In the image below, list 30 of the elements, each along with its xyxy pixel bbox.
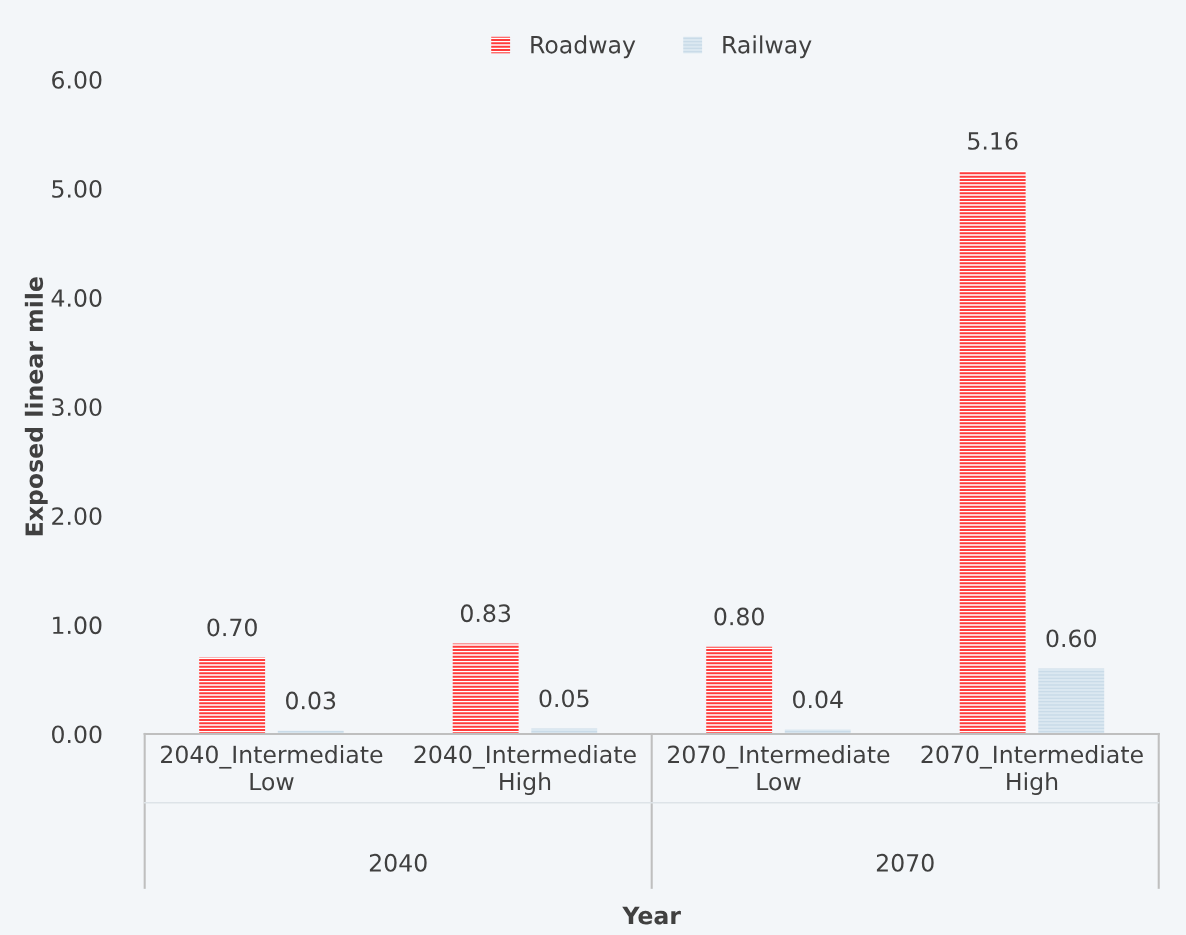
- data-label: 5.16: [968, 132, 1018, 150]
- y-axis-title: Exposed linear mile: [24, 277, 48, 536]
- y-tick-label: 0.00: [52, 725, 102, 744]
- x-axis-title: Year: [622, 906, 681, 925]
- legend-label: Roadway: [531, 35, 636, 59]
- bar: [199, 657, 266, 734]
- y-tick-label: 3.00: [52, 398, 102, 417]
- legend-label: Railway: [723, 35, 812, 59]
- data-label: 0.80: [714, 607, 764, 626]
- data-label: 0.03: [286, 691, 336, 710]
- bar: [1038, 668, 1105, 734]
- y-tick-label: 6.00: [52, 70, 102, 89]
- x-tick-label: 2070_Intermediate Low: [668, 745, 890, 791]
- x-tick-label: 2040_Intermediate High: [414, 745, 636, 796]
- bar: [706, 646, 773, 734]
- y-tick-label: 2.00: [52, 507, 102, 526]
- data-label: 0.70: [207, 618, 257, 637]
- bar: [959, 171, 1026, 734]
- text: 2040: [369, 853, 427, 872]
- y-tick-label: 5.00: [52, 180, 102, 198]
- x-tick-label: 2070_Intermediate High: [921, 745, 1143, 796]
- data-label: 0.83: [460, 604, 511, 623]
- y-tick-label: 4.00: [51, 289, 102, 307]
- text: 2070: [876, 853, 934, 872]
- y-tick-label: 1.00: [53, 616, 102, 635]
- data-label: 0.04: [793, 690, 843, 709]
- x-tick-label: 2040_Intermediate Low: [161, 745, 383, 791]
- data-label: 0.60: [1046, 629, 1096, 648]
- bar: [452, 643, 519, 734]
- data-label: 0.05: [539, 689, 589, 708]
